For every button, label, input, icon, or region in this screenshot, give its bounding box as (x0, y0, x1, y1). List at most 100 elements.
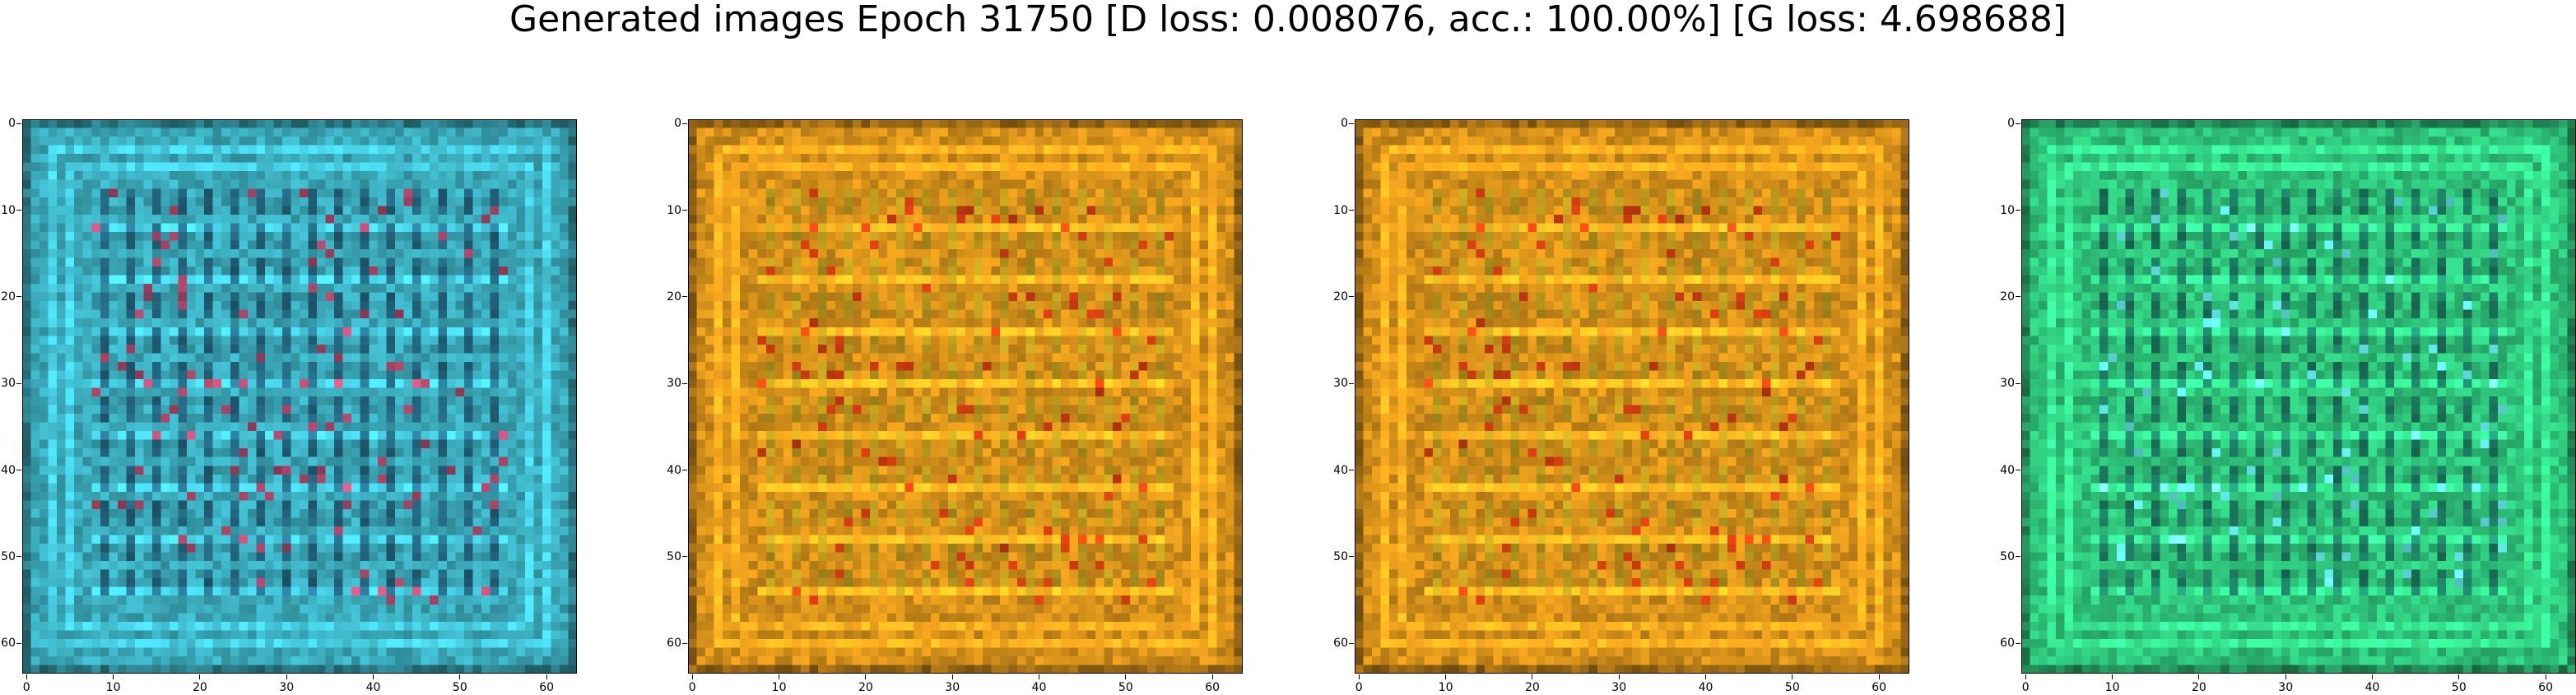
x-tick (113, 674, 114, 679)
image-heatmap (1355, 119, 1909, 674)
x-tick-label: 30 (279, 681, 295, 694)
x-tick (1125, 674, 1127, 679)
x-tick-label: 0 (688, 681, 696, 694)
y-tick (682, 210, 687, 211)
y-tick-label: 30 (667, 377, 681, 391)
x-tick (1878, 674, 1880, 679)
x-tick (951, 674, 953, 679)
y-tick (16, 210, 21, 211)
y-tick-label: 50 (1, 549, 16, 563)
generated-image-panel-1: 0 10 20 30 40 50 60 0 10 20 30 40 50 60 (1, 117, 577, 694)
x-tick-label: 30 (945, 681, 960, 694)
y-tick-label: 20 (2000, 290, 2015, 303)
y-tick-label: 50 (1333, 549, 1348, 563)
y-tick-label: 10 (1, 203, 16, 217)
y-tick-label: 0 (2007, 117, 2015, 131)
y-tick-label: 30 (2000, 377, 2015, 391)
y-tick (16, 556, 21, 558)
x-tick (2372, 674, 2374, 679)
y-tick (2016, 296, 2020, 298)
y-tick (682, 382, 687, 384)
y-tick-label: 60 (667, 637, 681, 651)
x-tick (2025, 674, 2026, 679)
y-tick (1349, 642, 1354, 644)
y-tick (2016, 556, 2020, 558)
y-tick-label: 60 (1333, 637, 1348, 651)
y-tick-label: 50 (2000, 549, 2015, 563)
x-tick-label: 10 (105, 681, 121, 694)
x-tick-label: 30 (1611, 681, 1627, 694)
y-tick (682, 556, 687, 558)
x-tick (1211, 674, 1213, 679)
y-tick (1349, 123, 1354, 124)
y-tick-label: 50 (667, 549, 681, 563)
x-tick (546, 674, 547, 679)
y-tick-label: 60 (2000, 637, 2015, 651)
x-tick-label: 50 (1784, 681, 1800, 694)
x-tick (865, 674, 867, 679)
x-tick-label: 50 (452, 681, 467, 694)
x-tick-label: 10 (1438, 681, 1453, 694)
x-tick (2198, 674, 2200, 679)
y-tick-label: 60 (1, 637, 16, 651)
y-tick-label: 30 (1, 377, 16, 391)
figure-title: Generated images Epoch 31750 [D loss: 0.… (509, 0, 2067, 40)
x-tick-label: 40 (2364, 681, 2380, 694)
x-tick-label: 20 (2191, 681, 2206, 694)
x-tick-label: 40 (1698, 681, 1713, 694)
y-tick (16, 296, 21, 298)
x-tick-label: 0 (22, 681, 30, 694)
x-tick (2285, 674, 2286, 679)
x-tick (199, 674, 201, 679)
y-tick (16, 123, 21, 124)
generated-image-panel-2: 0 10 20 30 40 50 60 0 10 20 30 40 50 60 (667, 117, 1243, 694)
y-tick-label: 20 (1, 290, 16, 303)
y-tick-label: 0 (8, 117, 16, 131)
x-tick (1445, 674, 1447, 679)
x-tick (1792, 674, 1793, 679)
x-tick-label: 60 (2538, 681, 2554, 694)
y-tick (2016, 382, 2020, 384)
y-tick-label: 40 (1, 463, 16, 477)
x-tick (2458, 674, 2460, 679)
y-tick-label: 40 (2000, 463, 2015, 477)
image-heatmap (688, 119, 1243, 674)
x-tick-label: 30 (2278, 681, 2294, 694)
y-tick (1349, 296, 1354, 298)
x-tick-label: 10 (2104, 681, 2120, 694)
y-tick (1349, 556, 1354, 558)
y-tick (2016, 642, 2020, 644)
y-tick (1349, 210, 1354, 211)
y-tick-label: 0 (674, 117, 681, 131)
x-tick (691, 674, 693, 679)
x-tick-label: 20 (858, 681, 873, 694)
x-tick (459, 674, 461, 679)
x-tick-label: 20 (192, 681, 207, 694)
x-tick (1618, 674, 1620, 679)
generated-image-panel-3: 0 10 20 30 40 50 60 0 10 20 30 40 50 60 (1333, 117, 1909, 694)
y-tick (2016, 210, 2020, 211)
y-tick-label: 10 (1333, 203, 1348, 217)
image-heatmap (2021, 119, 2576, 674)
x-tick-label: 40 (1031, 681, 1047, 694)
y-tick-label: 10 (2000, 203, 2015, 217)
y-tick (2016, 123, 2020, 124)
x-tick-label: 50 (2451, 681, 2467, 694)
x-tick (373, 674, 374, 679)
x-tick-label: 20 (1524, 681, 1540, 694)
x-tick-label: 50 (1118, 681, 1133, 694)
y-tick-label: 40 (1333, 463, 1348, 477)
x-tick-label: 60 (539, 681, 555, 694)
y-tick-label: 20 (667, 290, 681, 303)
x-tick-label: 0 (1355, 681, 1363, 694)
x-tick (1705, 674, 1707, 679)
y-tick (16, 382, 21, 384)
y-tick-label: 30 (1333, 377, 1348, 391)
y-tick-label: 40 (667, 463, 681, 477)
x-tick (26, 674, 27, 679)
y-tick (682, 642, 687, 644)
y-tick-label: 10 (667, 203, 681, 217)
x-tick-label: 60 (1872, 681, 1887, 694)
y-tick-label: 20 (1333, 290, 1348, 303)
x-tick-label: 60 (1205, 681, 1221, 694)
